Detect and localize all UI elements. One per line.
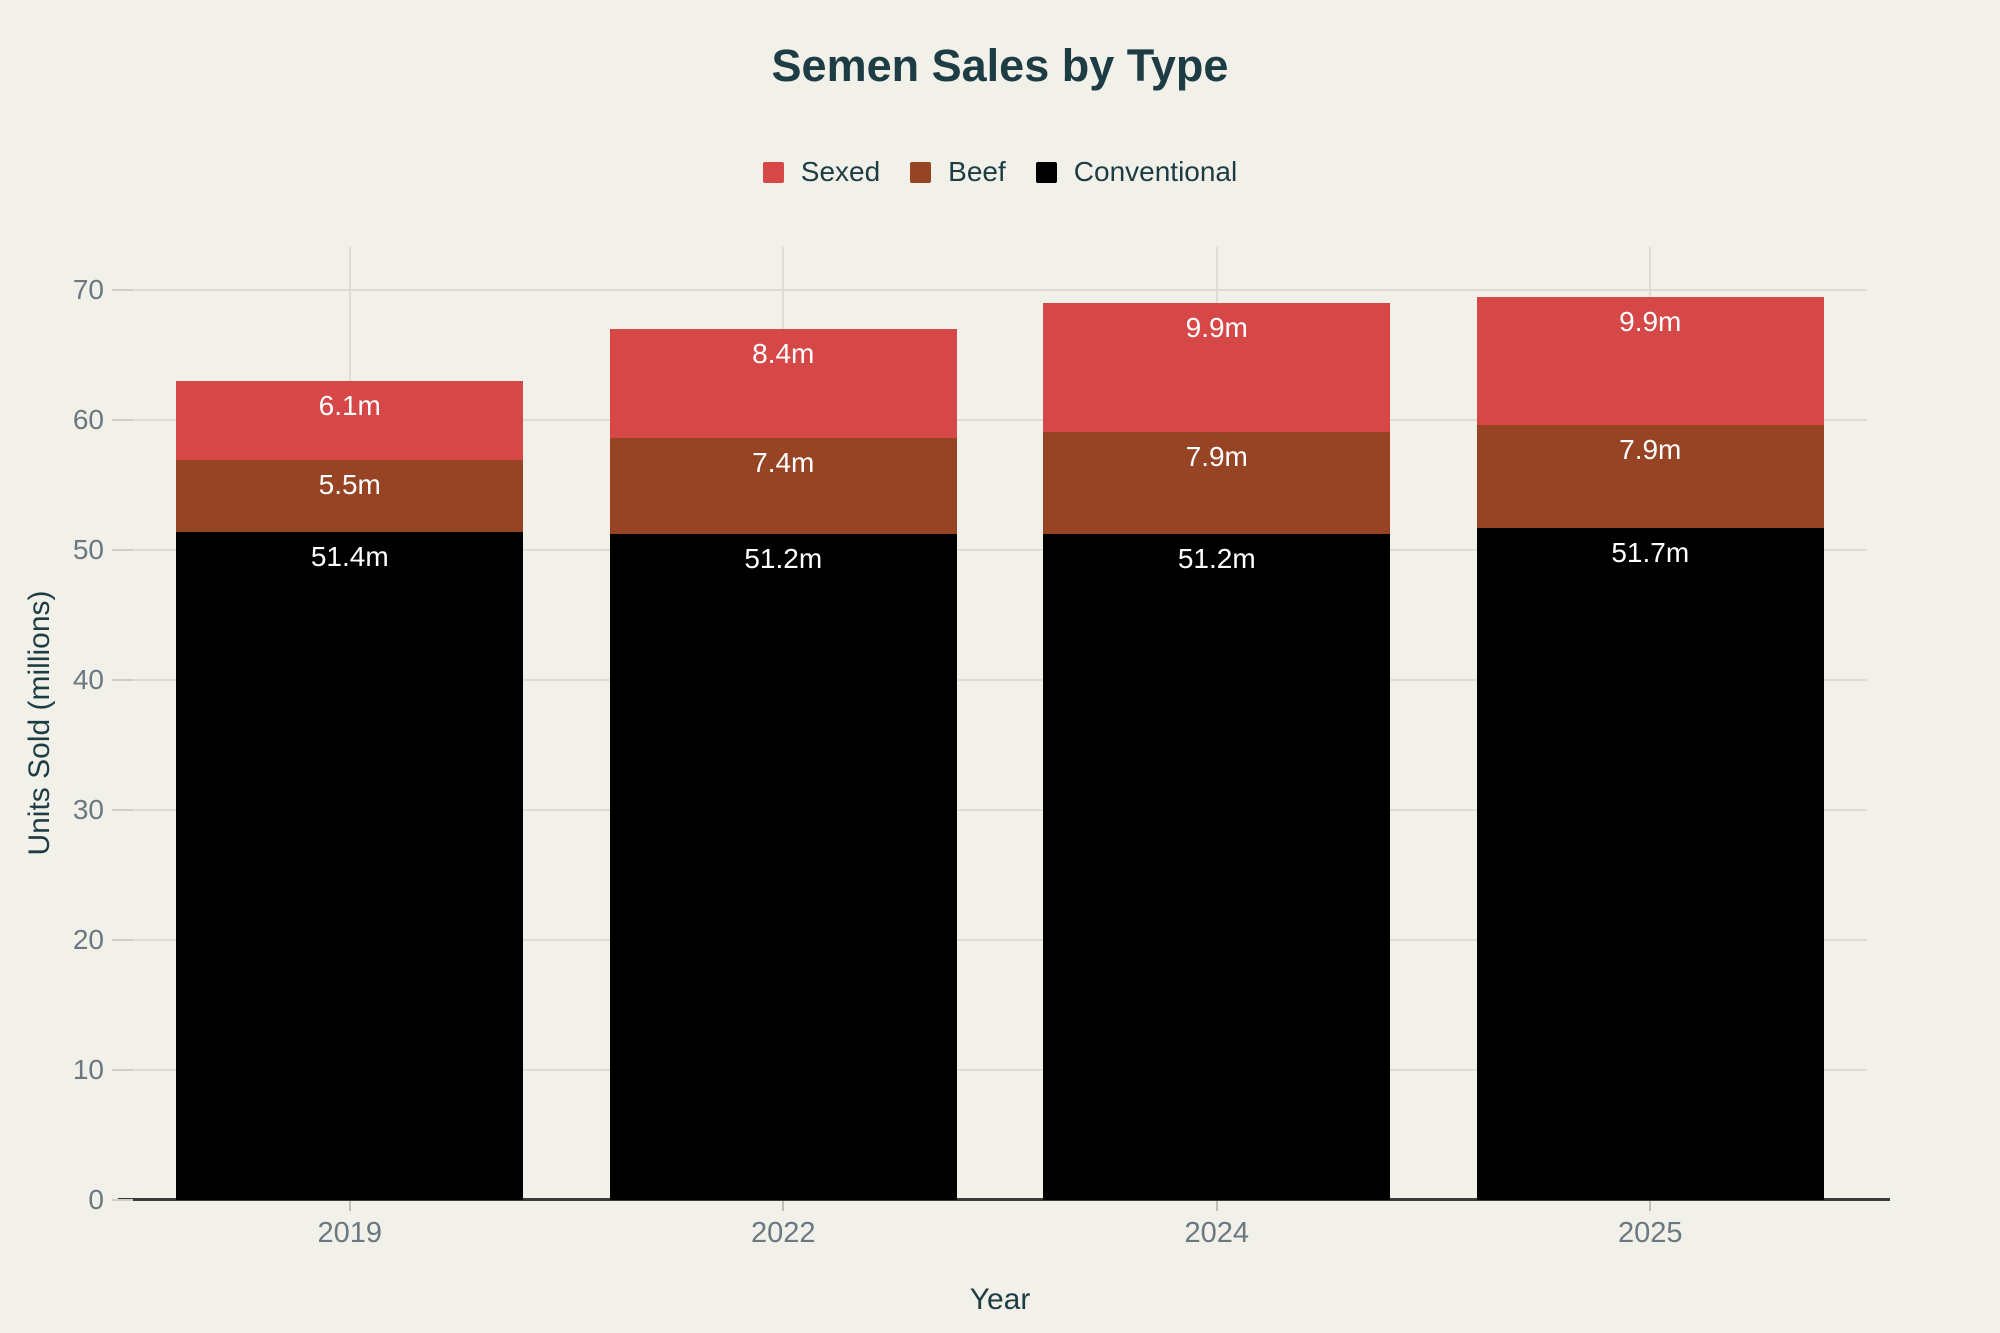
bar-segment-sexed-2019[interactable]: 6.1m xyxy=(176,381,524,461)
gridline-horizontal xyxy=(133,679,1867,681)
y-tick-label: 10 xyxy=(72,1054,104,1085)
legend-item-sexed[interactable]: Sexed xyxy=(762,156,881,188)
legend-swatch-sexed xyxy=(762,161,784,183)
y-tick-mark xyxy=(112,1069,133,1071)
legend: Sexed Beef Conventional xyxy=(0,156,2000,188)
bar-value-label: 51.2m xyxy=(744,543,823,575)
legend-swatch-beef xyxy=(910,161,932,183)
bar-segment-conventional-2019[interactable]: 51.4m xyxy=(176,531,524,1200)
legend-item-conventional[interactable]: Conventional xyxy=(1035,156,1238,188)
y-tick-mark xyxy=(112,1199,133,1201)
y-tick-label: 60 xyxy=(72,404,104,435)
x-tick-label: 2025 xyxy=(1617,1217,1683,1249)
x-tick-mark xyxy=(1649,1201,1652,1211)
y-tick-mark xyxy=(112,289,133,291)
bar-segment-beef-2019[interactable]: 5.5m xyxy=(176,460,524,532)
y-tick-mark xyxy=(112,679,133,681)
bar-value-label: 51.7m xyxy=(1611,536,1690,568)
gridline-horizontal xyxy=(133,419,1867,421)
y-tick-mark xyxy=(112,939,133,941)
bar-segment-sexed-2025[interactable]: 9.9m xyxy=(1476,296,1824,426)
legend-label: Sexed xyxy=(800,156,881,187)
legend-swatch-conventional xyxy=(1035,161,1057,183)
bar-value-label: 7.9m xyxy=(1619,434,1682,466)
bar-value-label: 51.4m xyxy=(310,540,389,572)
legend-label: Conventional xyxy=(1073,156,1238,187)
x-tick-mark xyxy=(1215,1201,1218,1211)
y-tick-label: 40 xyxy=(72,664,104,695)
y-axis-title: Units Sold (millions) xyxy=(23,590,56,856)
gridline-horizontal xyxy=(133,1069,1867,1071)
bar-value-label: 7.9m xyxy=(1185,440,1248,472)
x-tick-label: 2024 xyxy=(1184,1217,1249,1249)
bar-value-label: 8.4m xyxy=(752,338,815,369)
gridline-horizontal xyxy=(133,549,1867,551)
y-tick-mark xyxy=(112,549,133,551)
x-axis-title: Year xyxy=(969,1283,1031,1316)
y-tick-mark xyxy=(112,809,133,811)
bar-segment-beef-2025[interactable]: 7.9m xyxy=(1476,425,1824,528)
bar-segment-beef-2022[interactable]: 7.4m xyxy=(609,438,957,535)
x-tick-label: 2022 xyxy=(750,1217,816,1249)
y-tick-label: 50 xyxy=(72,534,104,565)
bar-value-label: 9.9m xyxy=(1185,312,1248,343)
bar-segment-beef-2024[interactable]: 7.9m xyxy=(1043,431,1391,535)
bar-segment-conventional-2025[interactable]: 51.7m xyxy=(1476,527,1824,1200)
y-tick-label: 70 xyxy=(72,274,104,305)
bar-value-label: 9.9m xyxy=(1619,305,1682,337)
legend-label: Beef xyxy=(948,156,1006,187)
bar-value-label: 5.5m xyxy=(318,469,381,501)
y-tick-mark xyxy=(112,419,133,421)
y-tick-label: 20 xyxy=(72,924,104,955)
chart-title: Semen Sales by Type xyxy=(771,40,1229,91)
bar-segment-conventional-2024[interactable]: 51.2m xyxy=(1043,534,1391,1200)
x-tick-mark xyxy=(348,1201,351,1211)
y-tick-label: 30 xyxy=(72,794,104,825)
bar-value-label: 6.1m xyxy=(318,390,381,421)
legend-item-beef[interactable]: Beef xyxy=(910,156,1006,188)
x-tick-label: 2019 xyxy=(317,1217,382,1249)
bar-segment-sexed-2022[interactable]: 8.4m xyxy=(609,329,957,439)
bar-segment-conventional-2022[interactable]: 51.2m xyxy=(609,534,957,1200)
gridline-horizontal xyxy=(133,939,1867,941)
gridline-horizontal xyxy=(133,289,1867,291)
bar-value-label: 51.2m xyxy=(1177,543,1256,575)
y-tick-label: 0 xyxy=(88,1184,104,1215)
x-tick-mark xyxy=(782,1201,785,1211)
bar-value-label: 7.4m xyxy=(752,447,815,479)
bar-segment-sexed-2024[interactable]: 9.9m xyxy=(1043,303,1391,432)
x-axis-line xyxy=(118,1198,1890,1201)
gridline-horizontal xyxy=(133,809,1867,811)
